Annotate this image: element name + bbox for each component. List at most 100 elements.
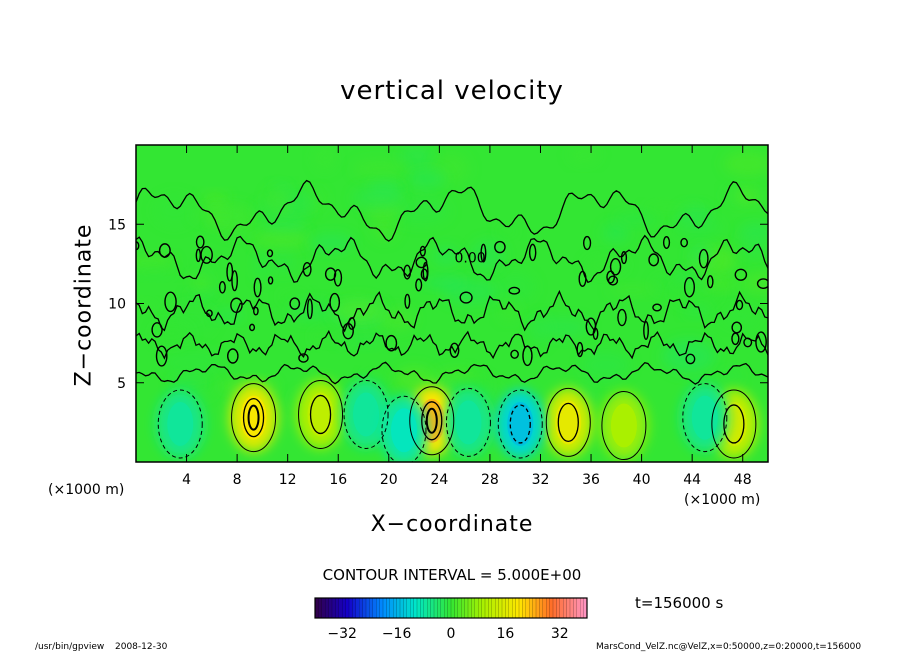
- colorbar-cell: [318, 598, 323, 618]
- y-axis-label: Z−coordinate: [71, 223, 97, 387]
- contour-blob: [289, 297, 301, 310]
- x-tick-label: 12: [279, 472, 297, 488]
- contour-blob: [231, 270, 238, 292]
- contour-blob: [415, 278, 423, 292]
- x-tick-label: 44: [683, 472, 701, 488]
- colorbar-cell: [447, 598, 452, 618]
- contour-blob: [620, 251, 628, 265]
- colorbar-cell: [386, 598, 391, 618]
- field-cell: [408, 169, 446, 190]
- contour-blob: [585, 317, 597, 336]
- colorbar-tick-label: 32: [551, 626, 569, 642]
- contour-line: [557, 402, 579, 443]
- zero-contour-line: [136, 179, 768, 242]
- colorbar-cell: [420, 598, 425, 618]
- contour-blob: [648, 253, 660, 267]
- field-cell: [162, 348, 220, 377]
- colorbar-cell: [515, 598, 520, 618]
- colorbar-cell: [352, 598, 357, 618]
- field-cell: [332, 298, 385, 324]
- contour-blob: [459, 291, 473, 304]
- x-tick-label: 48: [734, 472, 752, 488]
- colorbar-cell: [389, 598, 394, 618]
- colorbar-cell: [485, 598, 489, 618]
- contour-blob: [617, 308, 627, 327]
- colorbar-cell: [437, 598, 442, 618]
- field-cell: [499, 300, 520, 322]
- colorbar-cell: [376, 598, 380, 618]
- field-cell: [496, 225, 517, 236]
- colorbar-cell: [440, 598, 445, 618]
- colorbar-cell: [359, 598, 363, 618]
- colorbar-cell: [573, 598, 578, 618]
- x-axis-unit-left: (×1000 m): [48, 482, 125, 498]
- contour-blob: [195, 235, 205, 249]
- field-cell: [309, 233, 354, 252]
- colorbar-cell: [525, 598, 530, 618]
- contour-line: [445, 387, 491, 457]
- contour-blob: [385, 334, 398, 352]
- colorbar-cell: [478, 598, 482, 618]
- contour-blob: [578, 270, 587, 287]
- contour-blob: [298, 353, 309, 363]
- field-cell: [652, 276, 680, 293]
- contour-line: [343, 379, 389, 449]
- contour-blob: [755, 331, 767, 353]
- colorbar-cell: [403, 598, 408, 618]
- field-cell: [152, 322, 192, 345]
- x-tick-label: 16: [329, 472, 347, 488]
- colorbar-cell: [570, 598, 574, 618]
- colorbar-cell: [410, 598, 414, 618]
- contour-line: [711, 389, 757, 459]
- y-tick-label: 15: [108, 217, 126, 233]
- colorbar-cell: [512, 598, 516, 618]
- contour-line: [723, 404, 745, 444]
- contour-blob: [403, 264, 412, 280]
- contour-blob: [510, 349, 519, 359]
- field-cell: [271, 245, 295, 275]
- colorbar-cell: [400, 598, 404, 618]
- contour-blob: [155, 345, 168, 367]
- field-cell: [252, 229, 311, 249]
- colorbar-frame: [314, 597, 588, 619]
- contour-line: [231, 383, 277, 453]
- colorbar-tick-label: −16: [382, 626, 412, 642]
- field-cells: 0.00: [136, 145, 768, 462]
- colorbar-cell: [372, 598, 377, 618]
- colorbar-cell: [502, 598, 506, 618]
- contour-blob: [218, 280, 226, 294]
- contour-interval-label: CONTOUR INTERVAL = 5.000E+00: [322, 566, 582, 584]
- field-cell: [644, 202, 701, 214]
- colorbar-cell: [536, 598, 540, 618]
- contour-value-label: 0.00: [455, 250, 486, 266]
- contour-blob: [734, 268, 748, 281]
- colorbar-cell: [423, 598, 428, 618]
- contour-line: [509, 404, 531, 444]
- contour-blob: [164, 291, 177, 313]
- colorbar-cell: [522, 598, 527, 618]
- colorbar-cell: [546, 598, 550, 618]
- field-cell: [352, 186, 404, 210]
- colorbar-cell: [355, 598, 360, 618]
- colorbar-cell: [396, 598, 401, 618]
- contour-blob: [266, 249, 274, 258]
- plot-date: 2008-12-30: [115, 642, 168, 652]
- contour-line: [381, 395, 427, 462]
- contour-blob: [200, 245, 213, 264]
- contour-blob: [609, 258, 622, 276]
- colorbar-cell: [505, 598, 510, 618]
- colorbar-cell: [430, 598, 435, 618]
- field-cell: [353, 158, 408, 179]
- colorbar-cell: [556, 598, 561, 618]
- colorbar-cell: [335, 598, 340, 618]
- colorbar-cell: [495, 598, 499, 618]
- contour-blob: [253, 306, 259, 316]
- contour-blob: [422, 261, 429, 282]
- data-source-label: MarsCond_VelZ.nc@VelZ,x=0:50000,z=0:2000…: [596, 642, 862, 652]
- contour-line: [242, 397, 265, 438]
- downdraft-core: [353, 392, 380, 437]
- field-cell: [279, 291, 310, 302]
- contour-blob: [306, 298, 313, 320]
- colorbar-cell: [566, 598, 571, 618]
